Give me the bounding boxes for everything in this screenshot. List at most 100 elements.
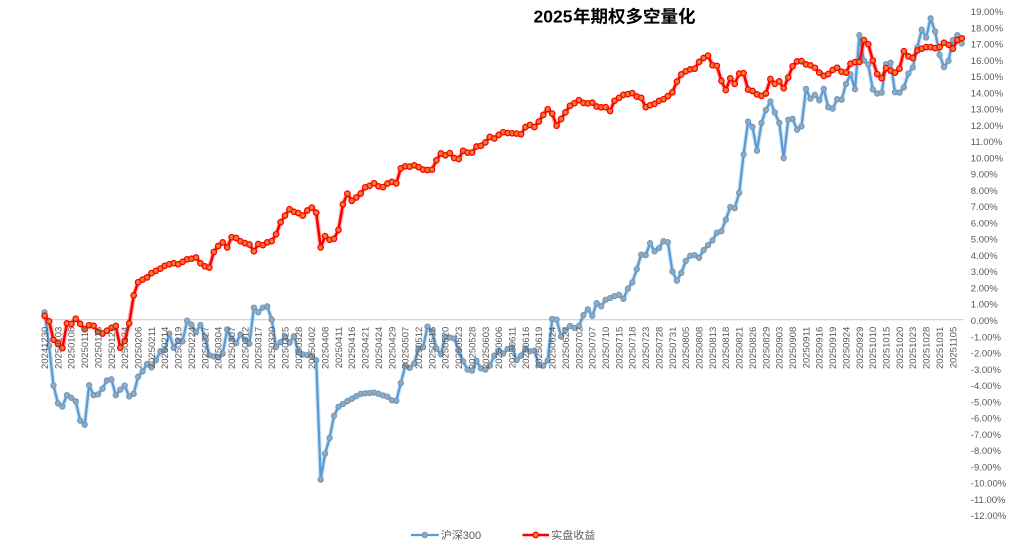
svg-text:20250627: 20250627 <box>561 327 572 369</box>
svg-text:20250919: 20250919 <box>828 327 839 369</box>
svg-text:20250731: 20250731 <box>668 327 679 369</box>
svg-text:20250911: 20250911 <box>801 327 812 369</box>
svg-text:20250227: 20250227 <box>200 327 211 369</box>
svg-text:-4.00%: -4.00% <box>971 381 1002 392</box>
svg-text:2025: 2025 <box>534 7 573 27</box>
svg-text:20250103: 20250103 <box>53 327 64 369</box>
svg-text:20251015: 20251015 <box>882 327 893 369</box>
svg-text:-7.00%: -7.00% <box>971 430 1002 441</box>
svg-text:12.00%: 12.00% <box>971 121 1004 132</box>
svg-text:-2.00%: -2.00% <box>971 349 1002 360</box>
svg-text:-12.00%: -12.00% <box>971 511 1007 522</box>
svg-text:20250312: 20250312 <box>240 327 251 369</box>
svg-text:20250916: 20250916 <box>815 327 826 369</box>
svg-text:20250829: 20250829 <box>761 327 772 369</box>
svg-text:300: 300 <box>463 530 481 542</box>
svg-text:20250424: 20250424 <box>374 327 385 369</box>
svg-text:20250805: 20250805 <box>681 327 692 369</box>
svg-text:4.00%: 4.00% <box>971 251 998 262</box>
svg-text:-6.00%: -6.00% <box>971 414 1002 425</box>
svg-text:-1.00%: -1.00% <box>971 332 1002 343</box>
svg-text:20250214: 20250214 <box>160 327 171 369</box>
svg-text:-8.00%: -8.00% <box>971 446 1002 457</box>
svg-text:20250121: 20250121 <box>107 327 118 369</box>
svg-text:20251105: 20251105 <box>948 327 959 369</box>
svg-text:15.00%: 15.00% <box>971 72 1004 83</box>
svg-text:20250408: 20250408 <box>321 327 332 369</box>
svg-text:8.00%: 8.00% <box>971 186 998 197</box>
svg-text:20250116: 20250116 <box>93 327 104 369</box>
svg-text:0.00%: 0.00% <box>971 316 998 327</box>
svg-text:20251031: 20251031 <box>935 327 946 369</box>
svg-text:17.00%: 17.00% <box>971 40 1004 51</box>
svg-text:20251028: 20251028 <box>922 327 933 369</box>
svg-text:20250402: 20250402 <box>307 327 318 369</box>
svg-text:7.00%: 7.00% <box>971 202 998 213</box>
svg-text:20250707: 20250707 <box>588 327 599 369</box>
svg-text:20250304: 20250304 <box>214 327 225 369</box>
svg-text:20250429: 20250429 <box>387 327 398 369</box>
svg-text:20250924: 20250924 <box>841 327 852 369</box>
svg-text:3.00%: 3.00% <box>971 267 998 278</box>
svg-text:20250320: 20250320 <box>267 327 278 369</box>
svg-text:20250325: 20250325 <box>280 327 291 369</box>
svg-text:20250421: 20250421 <box>361 327 372 369</box>
svg-text:20250224: 20250224 <box>187 327 198 369</box>
svg-text:-3.00%: -3.00% <box>971 365 1002 376</box>
svg-text:-9.00%: -9.00% <box>971 462 1002 473</box>
svg-text:2.00%: 2.00% <box>971 284 998 295</box>
svg-text:20250416: 20250416 <box>347 327 358 369</box>
svg-text:20250211: 20250211 <box>147 327 158 369</box>
svg-text:20250515: 20250515 <box>427 327 438 369</box>
svg-text:5.00%: 5.00% <box>971 235 998 246</box>
svg-text:20250929: 20250929 <box>855 327 866 369</box>
svg-text:20250611: 20250611 <box>508 327 519 369</box>
svg-text:20250528: 20250528 <box>467 327 478 369</box>
svg-text:-5.00%: -5.00% <box>971 397 1002 408</box>
svg-text:11.00%: 11.00% <box>971 137 1003 148</box>
svg-text:20250821: 20250821 <box>735 327 746 369</box>
svg-text:20250606: 20250606 <box>494 327 505 369</box>
svg-text:20250903: 20250903 <box>775 327 786 369</box>
svg-text:20250718: 20250718 <box>628 327 639 369</box>
svg-text:19.00%: 19.00% <box>971 7 1004 18</box>
svg-text:20241230: 20241230 <box>40 327 51 369</box>
svg-text:13.00%: 13.00% <box>971 105 1004 116</box>
svg-text:20250619: 20250619 <box>534 327 545 369</box>
svg-text:20250328: 20250328 <box>294 327 305 369</box>
svg-text:20250826: 20250826 <box>748 327 759 369</box>
svg-text:20250523: 20250523 <box>454 327 465 369</box>
svg-text:20250411: 20250411 <box>334 327 345 369</box>
svg-text:18.00%: 18.00% <box>971 23 1004 34</box>
svg-text:20250723: 20250723 <box>641 327 652 369</box>
svg-text:20251010: 20251010 <box>868 327 879 369</box>
svg-text:16.00%: 16.00% <box>971 56 1004 67</box>
svg-text:1.00%: 1.00% <box>971 300 998 311</box>
svg-text:20250813: 20250813 <box>708 327 719 369</box>
svg-text:9.00%: 9.00% <box>971 170 998 181</box>
svg-text:20250616: 20250616 <box>521 327 532 369</box>
svg-text:20250124: 20250124 <box>120 327 131 369</box>
svg-text:20250512: 20250512 <box>414 327 425 369</box>
svg-text:10.00%: 10.00% <box>971 153 1004 164</box>
svg-text:20251023: 20251023 <box>908 327 919 369</box>
svg-text:-11.00%: -11.00% <box>971 495 1006 506</box>
svg-text:20250624: 20250624 <box>548 327 559 369</box>
svg-text:20250113: 20250113 <box>80 327 91 369</box>
svg-text:20250728: 20250728 <box>654 327 665 369</box>
svg-text:20251020: 20251020 <box>895 327 906 369</box>
svg-text:20250710: 20250710 <box>601 327 612 369</box>
svg-text:20250702: 20250702 <box>574 327 585 369</box>
svg-text:20250818: 20250818 <box>721 327 732 369</box>
svg-text:6.00%: 6.00% <box>971 218 998 229</box>
svg-text:14.00%: 14.00% <box>971 88 1004 99</box>
svg-text:20250307: 20250307 <box>227 327 238 369</box>
svg-text:20250808: 20250808 <box>695 327 706 369</box>
svg-text:20250108: 20250108 <box>67 327 78 369</box>
svg-text:20250206: 20250206 <box>134 327 145 369</box>
svg-text:20250520: 20250520 <box>441 327 452 369</box>
svg-text:20250219: 20250219 <box>174 327 185 369</box>
svg-text:20250507: 20250507 <box>401 327 412 369</box>
svg-text:20250715: 20250715 <box>614 327 625 369</box>
svg-text:20250317: 20250317 <box>254 327 265 369</box>
